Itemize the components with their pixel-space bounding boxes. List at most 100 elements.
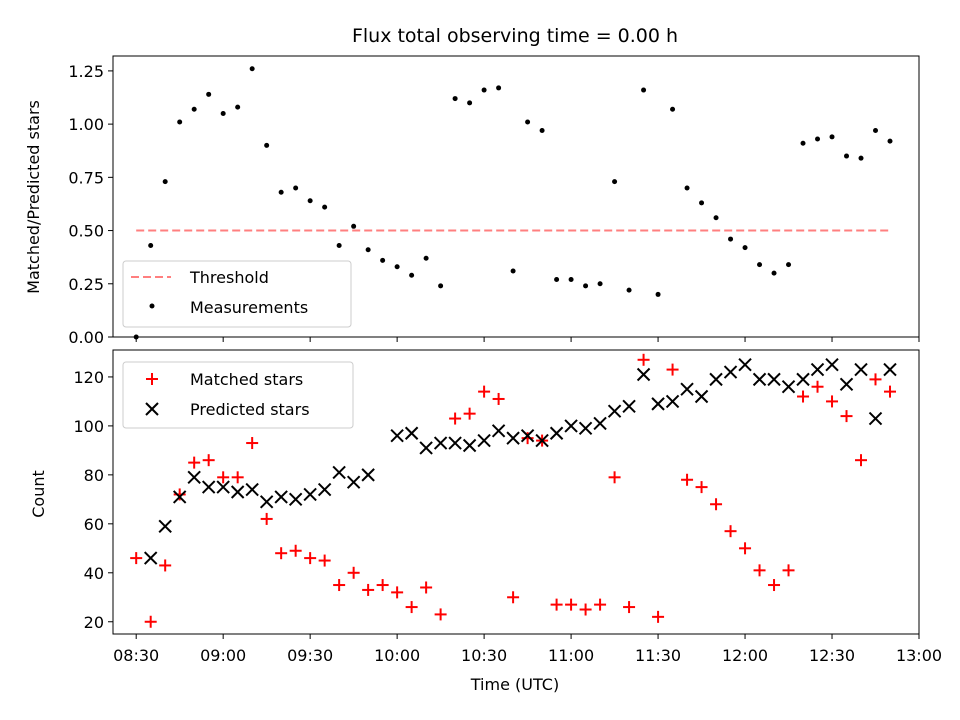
matched-star-marker xyxy=(333,579,346,592)
measurement-point xyxy=(568,277,574,283)
matched-star-markers xyxy=(130,353,897,628)
count-y-ticks: 20 40 60 80 100 120 xyxy=(73,368,113,632)
matched-star-marker xyxy=(492,392,505,405)
count-axes-frame xyxy=(112,349,920,635)
measurement-point xyxy=(365,247,371,253)
count-y-tick-label: 100 xyxy=(73,417,104,436)
matched-star-marker xyxy=(623,601,636,614)
legend-measurements-swatch xyxy=(149,303,155,309)
matched-star-marker xyxy=(144,615,157,628)
measurement-point xyxy=(815,136,821,142)
matched-star-marker xyxy=(304,552,317,565)
measurement-point xyxy=(626,287,632,293)
predicted-star-marker xyxy=(651,397,665,411)
count-x-tick-label: 10:30 xyxy=(461,646,507,665)
predicted-star-marker xyxy=(361,468,375,482)
matched-star-marker xyxy=(188,456,201,469)
measurement-point xyxy=(742,245,748,251)
measurement-point xyxy=(713,215,719,221)
count-y-tick-label: 80 xyxy=(84,466,104,485)
matched-star-marker xyxy=(260,512,273,525)
measurement-point xyxy=(539,128,545,134)
measurement-point xyxy=(800,140,806,146)
matched-star-marker xyxy=(217,471,230,484)
predicted-star-marker xyxy=(665,394,680,409)
matched-star-marker xyxy=(869,373,882,386)
measurement-point xyxy=(858,155,864,161)
matched-star-marker xyxy=(362,583,375,596)
predicted-star-marker xyxy=(288,492,303,507)
matched-star-marker xyxy=(652,610,665,623)
matched-star-marker xyxy=(449,412,462,425)
ratio-y-tick-label: 0.50 xyxy=(68,222,104,241)
measurement-point xyxy=(148,242,154,248)
count-y-axis-label: Count xyxy=(29,470,48,518)
predicted-star-marker xyxy=(317,482,332,497)
count-x-ticks: 08:30 09:00 09:30 10:00 10:30 11:00 11:30 12:00… xyxy=(113,634,942,665)
count-x-tick-label: 08:30 xyxy=(113,646,159,665)
matched-star-marker xyxy=(434,608,447,621)
ratio-panel: 0.00 0.25 0.50 0.75 1.00 1.25 Matched/Predict… xyxy=(24,55,920,347)
matched-star-marker xyxy=(173,488,186,501)
predicted-star-marker xyxy=(216,480,230,494)
predicted-star-marker xyxy=(187,470,201,485)
predicted-star-markers xyxy=(143,357,897,565)
matched-star-marker xyxy=(608,471,621,484)
matched-star-marker xyxy=(521,432,534,445)
matched-star-marker xyxy=(478,385,491,398)
predicted-star-marker xyxy=(636,367,651,382)
predicted-star-marker xyxy=(230,485,245,499)
matched-star-marker xyxy=(811,380,824,393)
predicted-star-marker xyxy=(622,399,636,414)
predicted-star-marker xyxy=(868,411,883,426)
predicted-star-marker xyxy=(477,433,491,448)
measurement-point xyxy=(162,179,168,185)
matched-star-marker xyxy=(710,498,723,511)
matched-star-marker xyxy=(666,363,679,376)
predicted-star-marker xyxy=(346,475,361,489)
x-axis-label: Time (UTC) xyxy=(470,675,559,694)
count-legend: Matched stars Predicted stars xyxy=(122,361,354,429)
measurement-point xyxy=(307,198,313,204)
predicted-star-marker xyxy=(303,487,317,502)
measurement-point xyxy=(786,262,792,268)
legend-matched-label: Matched stars xyxy=(190,370,303,389)
count-y-tick-label: 20 xyxy=(84,613,104,632)
predicted-star-marker xyxy=(274,490,288,504)
measurement-point xyxy=(844,153,850,159)
matched-star-marker xyxy=(695,481,708,494)
ratio-y-axis-label: Matched/Predicted stars xyxy=(24,100,43,294)
measurement-point xyxy=(583,283,589,289)
count-y-tick-label: 60 xyxy=(84,515,104,534)
predicted-star-marker xyxy=(520,428,535,443)
measurement-point xyxy=(322,204,328,210)
measurement-point xyxy=(264,142,270,148)
predicted-star-marker xyxy=(390,428,404,443)
measurement-point xyxy=(206,91,212,97)
measurement-point xyxy=(510,268,516,274)
measurement-point xyxy=(887,138,893,144)
predicted-star-marker xyxy=(854,362,868,377)
measurement-point xyxy=(249,66,255,72)
matched-star-marker xyxy=(724,525,737,538)
count-x-tick-label: 13:00 xyxy=(896,646,942,665)
matched-star-marker xyxy=(463,407,476,420)
legend-predicted-label: Predicted stars xyxy=(190,400,310,419)
ratio-y-tick-label: 0.00 xyxy=(68,328,104,347)
matched-star-marker xyxy=(376,579,389,592)
measurement-point xyxy=(380,257,386,263)
matched-star-marker xyxy=(739,542,752,555)
predicted-star-marker xyxy=(332,465,346,480)
count-legend-box xyxy=(122,361,354,429)
predicted-star-marker xyxy=(462,438,477,453)
measurement-point xyxy=(481,87,487,93)
matched-star-marker xyxy=(565,598,578,611)
predicted-star-marker xyxy=(433,436,448,450)
matched-star-marker xyxy=(507,591,520,604)
measurement-point xyxy=(829,134,835,140)
measurement-point xyxy=(684,185,690,191)
predicted-star-marker xyxy=(535,433,549,448)
predicted-star-marker xyxy=(564,419,578,433)
